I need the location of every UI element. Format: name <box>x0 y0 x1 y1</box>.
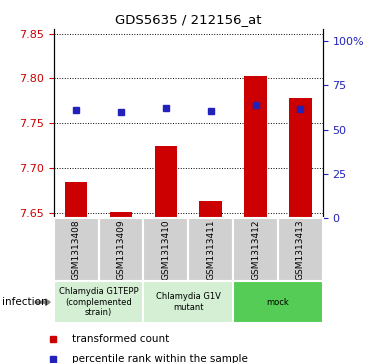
Bar <box>54 218 99 281</box>
Bar <box>233 218 278 281</box>
Text: Chlamydia G1V
mutant: Chlamydia G1V mutant <box>156 293 221 312</box>
Bar <box>54 281 144 323</box>
Bar <box>200 201 222 218</box>
Text: GSM1313413: GSM1313413 <box>296 220 305 280</box>
Bar <box>99 218 144 281</box>
Bar <box>144 218 188 281</box>
Bar <box>244 76 267 218</box>
Text: transformed count: transformed count <box>72 334 169 344</box>
Bar <box>278 218 323 281</box>
Title: GDS5635 / 212156_at: GDS5635 / 212156_at <box>115 13 262 26</box>
Bar <box>144 281 233 323</box>
Bar <box>289 98 312 218</box>
Bar <box>155 146 177 218</box>
Text: GSM1313411: GSM1313411 <box>206 220 215 280</box>
Text: mock: mock <box>267 298 289 307</box>
Text: GSM1313410: GSM1313410 <box>161 220 170 280</box>
Text: percentile rank within the sample: percentile rank within the sample <box>72 354 247 363</box>
Bar <box>65 182 88 218</box>
Bar <box>110 212 132 218</box>
Bar <box>188 218 233 281</box>
Text: GSM1313408: GSM1313408 <box>72 220 81 280</box>
Bar <box>233 281 323 323</box>
Text: infection: infection <box>2 297 47 307</box>
Text: GSM1313412: GSM1313412 <box>251 220 260 280</box>
Text: GSM1313409: GSM1313409 <box>116 220 125 280</box>
Text: Chlamydia G1TEPP
(complemented
strain): Chlamydia G1TEPP (complemented strain) <box>59 287 138 317</box>
